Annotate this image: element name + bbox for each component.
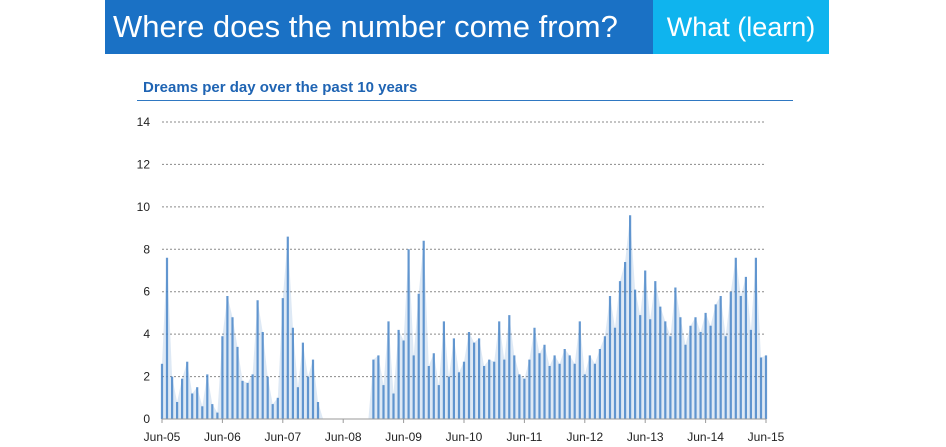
x-axis: Jun-05 Jun-06 Jun-07 Jun-08 Jun-09 Jun-10 Jun-…: [144, 418, 785, 444]
x-tick-label: Jun-12: [566, 430, 603, 444]
y-axis: 0 2 4 6 8 10 12 14: [137, 115, 151, 426]
title-underline: [137, 100, 793, 101]
x-tick-label: Jun-08: [325, 430, 362, 444]
y-tick-label: 8: [143, 242, 150, 256]
slide-title: Where does the number come from?: [113, 9, 618, 44]
x-tick-label: Jun-06: [204, 430, 241, 444]
x-tick-label: Jun-11: [506, 430, 542, 444]
chart-title: Dreams per day over the past 10 years: [143, 79, 418, 96]
plot-area: [160, 215, 768, 419]
x-tick-label: Jun-13: [627, 430, 664, 444]
x-tick-label: Jun-10: [446, 430, 483, 444]
section-tag: What (learn): [653, 0, 829, 54]
y-tick-label: 12: [137, 157, 151, 171]
x-tick-label: Jun-05: [144, 430, 181, 444]
y-tick-label: 4: [143, 327, 150, 341]
x-tick-label: Jun-15: [748, 430, 785, 444]
y-tick-label: 2: [143, 370, 150, 384]
y-tick-label: 10: [137, 200, 151, 214]
y-tick-label: 6: [143, 285, 150, 299]
header-banner: Where does the number come from? What (l…: [105, 0, 829, 54]
y-tick-label: 14: [137, 115, 151, 129]
x-tick-label: Jun-14: [687, 430, 724, 444]
x-tick-label: Jun-09: [385, 430, 422, 444]
x-tick-label: Jun-07: [264, 430, 301, 444]
y-tick-label: 0: [143, 412, 150, 426]
